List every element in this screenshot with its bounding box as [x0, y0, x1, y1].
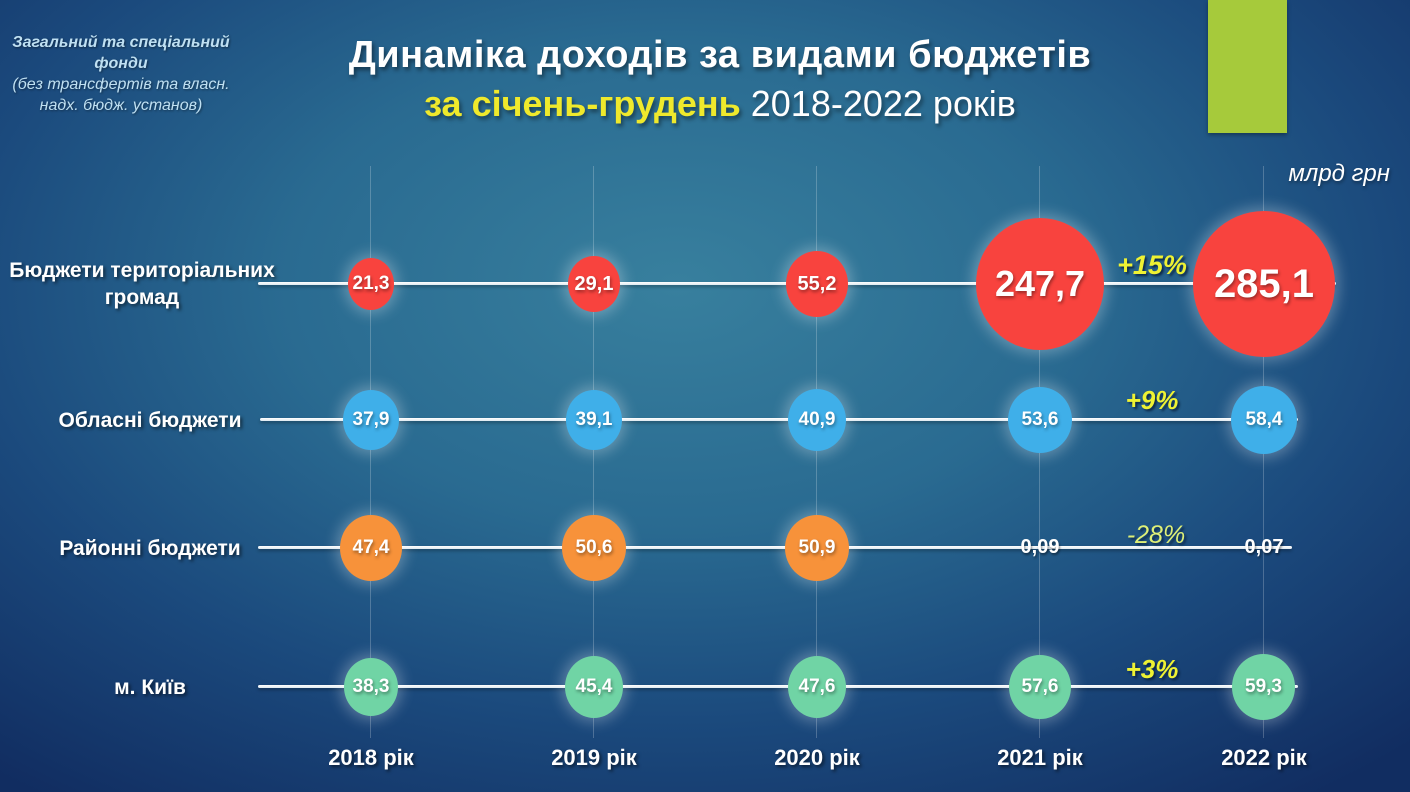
row-label-raionni: Районні бюджети — [59, 537, 241, 560]
bubble-kyiv-2022: 59,3 — [1232, 654, 1295, 720]
value-raionni-2022: 0,07 — [1244, 536, 1284, 558]
bubble-value: 40,9 — [798, 409, 836, 430]
bubble-hromady-2022: 285,1 — [1193, 211, 1335, 357]
bubble-value: 59,3 — [1245, 676, 1282, 697]
bubble-value: 47,6 — [798, 676, 836, 697]
bubble-value: 29,1 — [574, 272, 614, 295]
bubble-value: 50,6 — [575, 537, 613, 558]
bubble-value: 37,9 — [352, 409, 390, 430]
pct-change-oblasni: +9% — [1125, 385, 1179, 415]
bubble-hromady-2018: 21,3 — [348, 258, 394, 310]
gridline-2019 — [593, 166, 594, 738]
bubble-oblasni-2020: 40,9 — [788, 389, 846, 451]
row-label-kyiv: м. Київ — [114, 676, 186, 699]
bubble-hromady-2019: 29,1 — [568, 256, 620, 312]
axis-label-2021: 2021 рік — [997, 745, 1083, 770]
bubble-kyiv-2018: 38,3 — [344, 658, 398, 716]
bubble-value: 58,4 — [1245, 409, 1283, 430]
axis-label-2022: 2022 рік — [1221, 745, 1307, 770]
bubble-hromady-2021: 247,7 — [976, 218, 1104, 350]
bubble-oblasni-2018: 37,9 — [343, 390, 399, 450]
chart-title-years: 2018-2022 років — [740, 83, 1016, 124]
row-label-hromady: Бюджети територіальних громад — [9, 259, 275, 309]
fund-note: Загальний та спеціальний фонди (без тран… — [12, 32, 230, 116]
bubble-oblasni-2021: 53,6 — [1008, 387, 1072, 453]
bubble-value: 50,9 — [798, 537, 836, 558]
bubble-value: 47,4 — [352, 537, 390, 558]
bubble-value: 21,3 — [352, 273, 390, 294]
series-line-oblasni — [260, 418, 1298, 421]
fund-note-detail: (без трансфертів та власн. надх. бюдж. у… — [12, 76, 230, 114]
bubble-kyiv-2020: 47,6 — [788, 656, 846, 718]
bubble-oblasni-2019: 39,1 — [566, 390, 622, 450]
row-label-oblasni: Обласні бюджети — [58, 409, 242, 432]
bubble-kyiv-2021: 57,6 — [1009, 655, 1071, 719]
series-line-raionni — [258, 546, 1292, 549]
axis-label-2020: 2020 рік — [774, 745, 860, 770]
bubble-value: 285,1 — [1213, 261, 1315, 306]
bubble-value: 53,6 — [1021, 409, 1059, 430]
pct-change-raionni: -28% — [1126, 521, 1186, 549]
bubble-hromady-2020: 55,2 — [786, 251, 848, 317]
chart-title-line2: за січень-грудень 2018-2022 років — [265, 83, 1175, 125]
fund-note-title: Загальний та спеціальний фонди — [12, 34, 230, 72]
unit-label: млрд грн — [1288, 160, 1390, 187]
gridline-2018 — [370, 166, 371, 738]
bubble-raionni-2020: 50,9 — [785, 515, 849, 581]
series-line-kyiv — [258, 685, 1298, 688]
bubble-value: 38,3 — [352, 676, 390, 697]
bubble-value: 39,1 — [575, 409, 613, 430]
bubble-value: 45,4 — [575, 676, 613, 697]
chart-title-line1: Динаміка доходів за видами бюджетів — [348, 34, 1092, 76]
value-raionni-2021: 0,09 — [1020, 536, 1060, 558]
bubble-kyiv-2019: 45,4 — [565, 656, 623, 718]
bubble-raionni-2019: 50,6 — [562, 515, 626, 581]
pct-change-kyiv: +3% — [1125, 654, 1179, 684]
bubble-raionni-2018: 47,4 — [340, 515, 402, 581]
gridline-2020 — [816, 166, 817, 738]
chart-title: Динаміка доходів за видами бюджетів за с… — [265, 34, 1175, 125]
bubble-value: 55,2 — [797, 272, 837, 295]
bubble-value: 57,6 — [1021, 676, 1059, 697]
bubble-oblasni-2022: 58,4 — [1231, 386, 1297, 454]
accent-rectangle — [1208, 0, 1287, 133]
pct-change-hromady: +15% — [1117, 250, 1187, 280]
chart-title-period: за січень-грудень — [424, 83, 741, 124]
bubble-value: 247,7 — [994, 263, 1086, 304]
axis-label-2018: 2018 рік — [328, 745, 414, 770]
axis-label-2019: 2019 рік — [551, 745, 637, 770]
